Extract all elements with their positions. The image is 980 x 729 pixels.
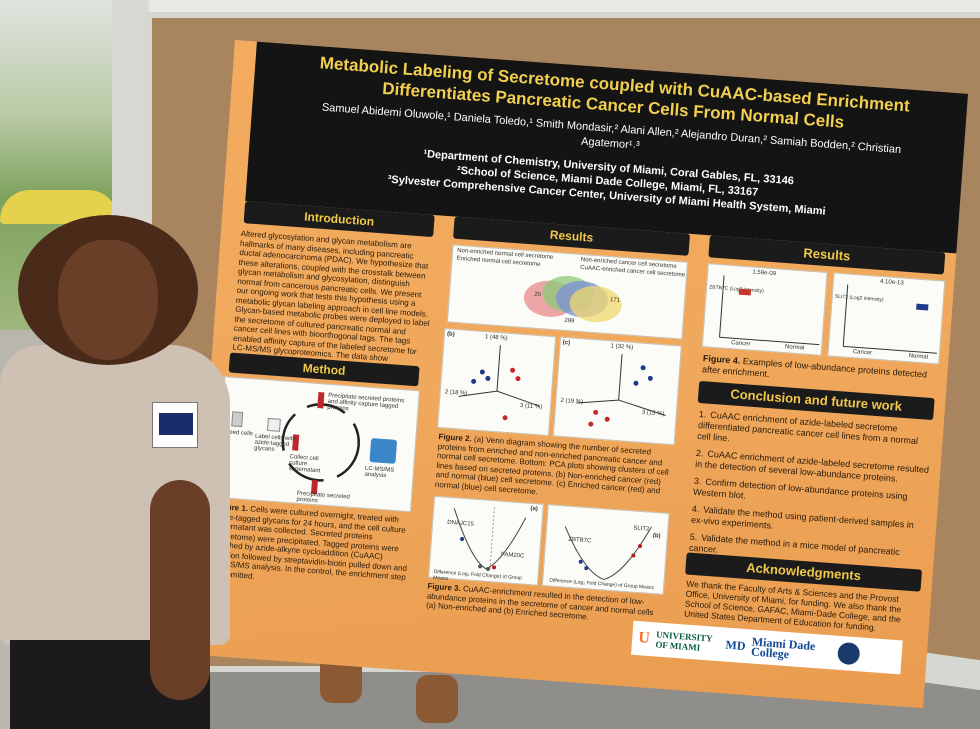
presenter-arm [150, 480, 210, 700]
method-figure: Seed cells Label cells with azide-tagged… [215, 376, 420, 513]
seal-logo [836, 641, 861, 666]
venn-count-3: 299 [564, 317, 575, 325]
volcano-plot-a: (a) DNAJC15 FAM20C Difference (Log₂ Fold… [428, 495, 544, 586]
volcano-b-points [564, 526, 652, 580]
step-label-cells: Label cells with azide-tagged glycans [253, 433, 296, 453]
um-logo-mark: U [637, 629, 651, 647]
mdc-logo-text: Miami Dade College [750, 634, 816, 662]
venn-count-1: 20 [533, 291, 542, 299]
zbtb7c-boxplot: 1.59e-09 ZBTB7C (Log2 intensity) Cancer … [701, 263, 828, 356]
chart1-box [719, 275, 820, 346]
presenter [0, 210, 240, 729]
venn-count-2: 171 [609, 297, 621, 304]
chart2-box [842, 284, 937, 354]
method-cycle-diagram [231, 392, 397, 495]
um-logo-text: UNIVERSITY OF MIAMI [655, 629, 713, 653]
volcano-plot-b: (b) ZBTB7C SLIT2 Difference (Log₂ Fold C… [541, 504, 670, 595]
research-poster: Metabolic Labeling of Secretome coupled … [189, 40, 969, 709]
volcano-a-points [453, 507, 527, 572]
introduction-text: Altered glycosylation and glycan metabol… [232, 228, 430, 373]
venn-shapes [523, 276, 622, 323]
slit2-boxplot: 4.10e-13 SLIT2 (Log2 intensity) Cancer N… [827, 272, 946, 365]
visitor-feet [320, 655, 470, 729]
figure1-caption: Figure 1. Cells were cultured overnight,… [210, 502, 415, 592]
pca-b-axes [458, 345, 541, 421]
presenter-face [58, 240, 158, 360]
conclusion-list: 1. CuAAC enrichment of azide-labeled secr… [688, 409, 934, 577]
figure2-text: (a) Venn diagram showing the number of s… [434, 434, 669, 496]
step-collect-supernatant: Collect cell culture supernatant [288, 454, 321, 475]
mdc-logo-mark: MD [725, 637, 747, 654]
pca-c-axes [576, 354, 666, 427]
name-badge [152, 402, 198, 448]
venn-diagram: Non-enriched normal cell secretome Enric… [446, 244, 688, 340]
pca-plot-c: (c) 1 (32 %) 2 (19 %) 3 (15 %) [552, 336, 682, 446]
pca-plot-b: (b) 1 (48 %) 2 (18 %) 3 (11 %) [437, 328, 557, 437]
